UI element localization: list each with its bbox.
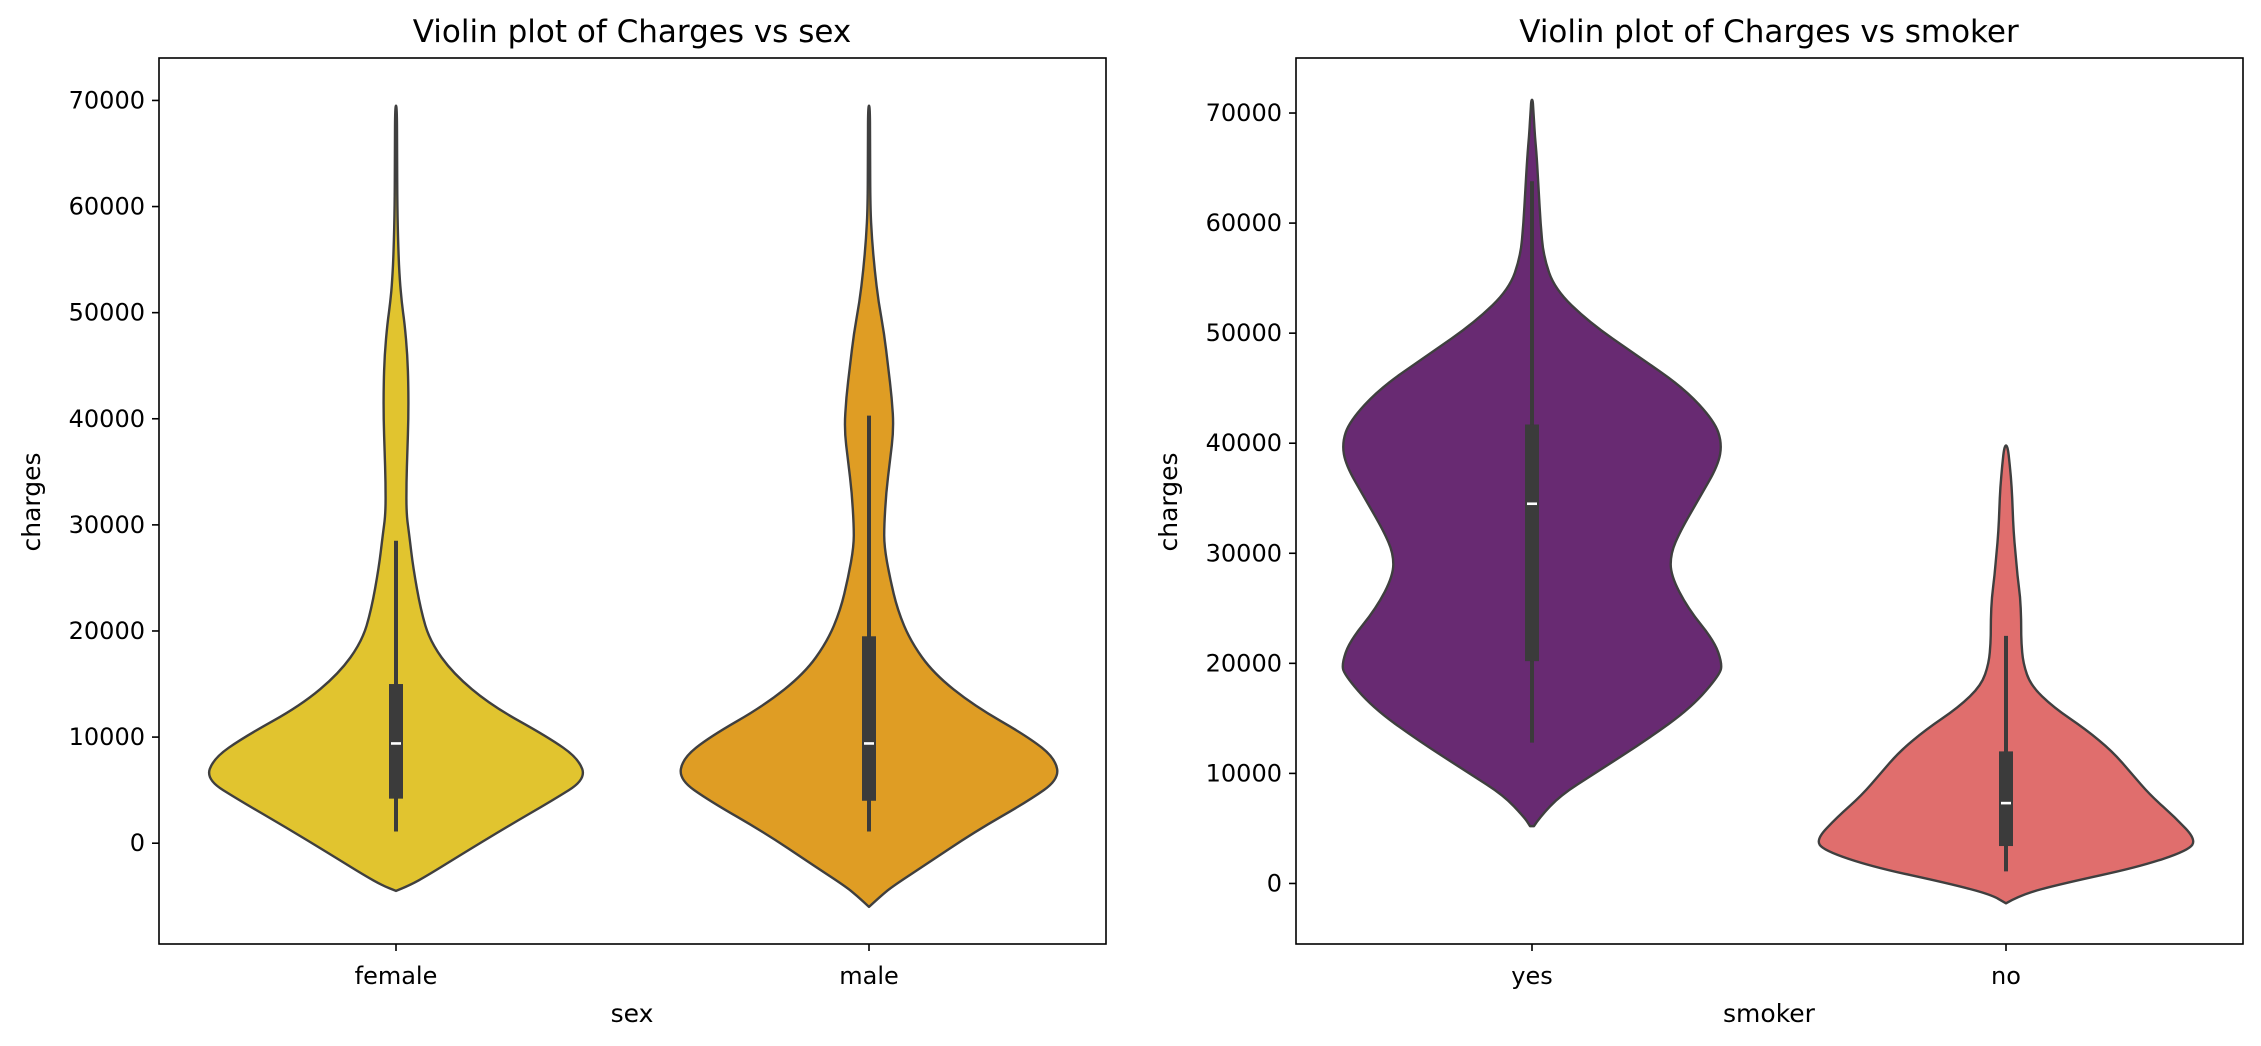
violin-group: [1341, 98, 2195, 905]
y-tick-label: 50000: [69, 299, 145, 327]
iqr-box-male: [862, 636, 876, 801]
y-tick-label: 50000: [1206, 319, 1282, 347]
y-tick-label: 20000: [69, 617, 145, 645]
x-tick-label-yes: yes: [1511, 962, 1552, 990]
y-tick-label: 0: [1267, 869, 1282, 897]
subplot-sex: 0 10000 20000 30000 40000 50000 60000 70000 fem…: [17, 14, 1107, 1028]
chart-title: Violin plot of Charges vs smoker: [1519, 14, 2019, 50]
iqr-box-yes: [1525, 424, 1539, 662]
x-axis-label: smoker: [1723, 999, 1816, 1028]
y-tick-label: 30000: [1206, 539, 1282, 567]
y-tick-label: 60000: [69, 193, 145, 221]
x-tick-label-male: male: [839, 962, 899, 990]
y-tick-label: 70000: [69, 86, 145, 114]
y-tick-label: 40000: [1206, 429, 1282, 457]
y-tick-label: 60000: [1206, 209, 1282, 237]
y-tick-label: 70000: [1206, 99, 1282, 127]
chart-title: Violin plot of Charges vs sex: [413, 14, 851, 50]
y-ticks: 0 10000 20000 30000 40000 50000 60000 70000: [69, 86, 159, 857]
y-tick-label: 0: [130, 829, 145, 857]
y-tick-label: 30000: [69, 511, 145, 539]
y-ticks: 0 10000 20000 30000 40000 50000 60000 70000: [1206, 99, 1296, 897]
violin-female: [207, 104, 585, 893]
subplot-smoker: 0 10000 20000 30000 40000 50000 60000 70000 yes…: [1154, 14, 2244, 1028]
y-tick-label: 20000: [1206, 649, 1282, 677]
y-tick-label: 10000: [1206, 759, 1282, 787]
iqr-box-no: [1999, 751, 2013, 847]
y-axis-label: charges: [1154, 452, 1183, 551]
y-tick-label: 40000: [69, 405, 145, 433]
violin-group: [207, 104, 1059, 909]
x-axis-label: sex: [611, 999, 654, 1028]
y-tick-label: 10000: [69, 723, 145, 751]
x-ticks: yes no: [1511, 944, 2021, 990]
iqr-box-female: [389, 684, 403, 799]
x-tick-label-no: no: [1991, 962, 2021, 990]
y-axis-label: charges: [17, 452, 46, 551]
x-tick-label-female: female: [355, 962, 438, 990]
x-ticks: female male: [355, 944, 899, 990]
